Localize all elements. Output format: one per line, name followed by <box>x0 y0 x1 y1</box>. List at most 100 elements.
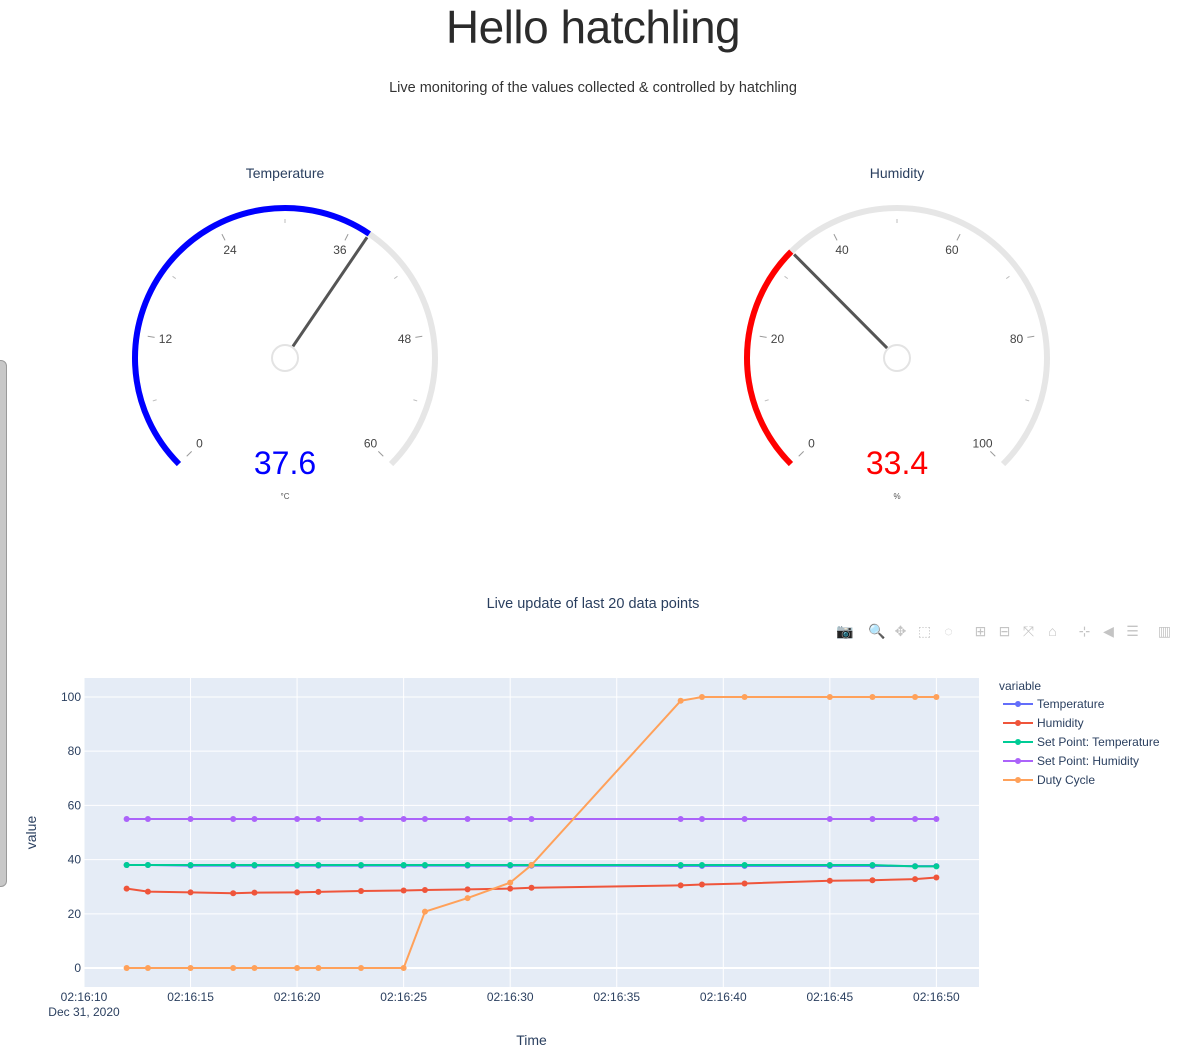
data-point[interactable] <box>826 693 833 700</box>
data-point[interactable] <box>400 887 407 894</box>
data-point[interactable] <box>826 877 833 884</box>
data-point[interactable] <box>741 815 748 822</box>
data-point[interactable] <box>912 876 919 883</box>
data-point[interactable] <box>358 965 365 972</box>
data-point[interactable] <box>507 885 514 892</box>
legend-item[interactable]: Set Point: Humidity <box>1003 754 1139 768</box>
hover-compare-icon[interactable]: ☰ <box>1126 623 1139 639</box>
data-point[interactable] <box>315 815 322 822</box>
data-point[interactable] <box>187 965 194 972</box>
data-point[interactable] <box>528 862 535 869</box>
data-point[interactable] <box>187 862 194 869</box>
data-point[interactable] <box>869 877 876 884</box>
data-point[interactable] <box>677 862 684 869</box>
data-point[interactable] <box>869 815 876 822</box>
data-point[interactable] <box>507 862 514 869</box>
data-point[interactable] <box>123 862 130 869</box>
zoom-in-icon[interactable]: ⊞ <box>974 623 987 639</box>
data-point[interactable] <box>698 693 705 700</box>
data-point[interactable] <box>698 815 705 822</box>
data-point[interactable] <box>358 815 365 822</box>
data-point[interactable] <box>677 815 684 822</box>
data-point[interactable] <box>464 815 471 822</box>
pan-icon[interactable]: ✥ <box>894 623 907 639</box>
data-point[interactable] <box>464 862 471 869</box>
home-icon[interactable]: ⌂ <box>1048 623 1057 639</box>
data-point[interactable] <box>123 885 130 892</box>
data-point[interactable] <box>698 881 705 888</box>
series-humidity[interactable] <box>123 874 940 897</box>
data-point[interactable] <box>826 862 833 869</box>
data-point[interactable] <box>421 886 428 893</box>
camera-icon[interactable]: 📷 <box>836 623 854 639</box>
data-point[interactable] <box>294 862 301 869</box>
data-point[interactable] <box>741 693 748 700</box>
data-point[interactable] <box>400 862 407 869</box>
legend-item[interactable]: Humidity <box>1003 716 1084 730</box>
legend-item[interactable]: Duty Cycle <box>1003 773 1095 787</box>
data-point[interactable] <box>933 815 940 822</box>
plotly-logo-icon[interactable]: ▥ <box>1157 623 1172 639</box>
data-point[interactable] <box>826 815 833 822</box>
plot-area[interactable] <box>84 678 979 987</box>
data-point[interactable] <box>421 862 428 869</box>
data-point[interactable] <box>933 693 940 700</box>
legend-item[interactable]: Temperature <box>1003 697 1105 711</box>
data-point[interactable] <box>358 888 365 895</box>
data-point[interactable] <box>421 908 428 915</box>
zoom-out-icon[interactable]: ⊟ <box>998 623 1011 639</box>
data-point[interactable] <box>400 815 407 822</box>
data-point[interactable] <box>912 693 919 700</box>
data-point[interactable] <box>123 815 130 822</box>
data-point[interactable] <box>294 965 301 972</box>
data-point[interactable] <box>144 965 151 972</box>
zoom-icon[interactable]: 🔍 <box>868 623 886 639</box>
data-point[interactable] <box>144 862 151 869</box>
data-point[interactable] <box>315 965 322 972</box>
data-point[interactable] <box>464 895 471 902</box>
data-point[interactable] <box>251 815 258 822</box>
series-set-point-humidity[interactable] <box>123 815 940 822</box>
spikelines-icon[interactable]: ⊹ <box>1078 623 1091 639</box>
data-point[interactable] <box>230 815 237 822</box>
data-point[interactable] <box>912 815 919 822</box>
data-point[interactable] <box>869 862 876 869</box>
data-point[interactable] <box>421 815 428 822</box>
data-point[interactable] <box>741 880 748 887</box>
data-point[interactable] <box>230 965 237 972</box>
data-point[interactable] <box>677 697 684 704</box>
data-point[interactable] <box>741 862 748 869</box>
data-point[interactable] <box>187 815 194 822</box>
legend-item[interactable]: Set Point: Temperature <box>1003 735 1160 749</box>
box-select-icon[interactable]: ⬚ <box>917 623 932 639</box>
line-chart[interactable]: 02:16:10 02:16:15 02:16:20 02:16:25 02:16:30… <box>0 660 1186 1057</box>
data-point[interactable] <box>187 889 194 896</box>
data-point[interactable] <box>507 815 514 822</box>
data-point[interactable] <box>912 863 919 870</box>
autoscale-icon[interactable]: ⤧ <box>1022 623 1035 639</box>
data-point[interactable] <box>294 815 301 822</box>
data-point[interactable] <box>251 862 258 869</box>
data-point[interactable] <box>230 890 237 897</box>
hover-closest-icon[interactable]: ◀ <box>1103 623 1114 639</box>
data-point[interactable] <box>528 815 535 822</box>
data-point[interactable] <box>677 882 684 889</box>
data-point[interactable] <box>315 888 322 895</box>
data-point[interactable] <box>315 862 322 869</box>
data-point[interactable] <box>528 884 535 891</box>
data-point[interactable] <box>464 886 471 893</box>
data-point[interactable] <box>123 965 130 972</box>
data-point[interactable] <box>251 889 258 896</box>
data-point[interactable] <box>144 888 151 895</box>
data-point[interactable] <box>507 879 514 886</box>
data-point[interactable] <box>144 815 151 822</box>
data-point[interactable] <box>251 965 258 972</box>
series-duty-cycle[interactable] <box>123 693 940 972</box>
data-point[interactable] <box>933 863 940 870</box>
data-point[interactable] <box>933 874 940 881</box>
data-point[interactable] <box>294 889 301 896</box>
data-point[interactable] <box>358 862 365 869</box>
data-point[interactable] <box>400 965 407 972</box>
data-point[interactable] <box>698 862 705 869</box>
data-point[interactable] <box>869 693 876 700</box>
